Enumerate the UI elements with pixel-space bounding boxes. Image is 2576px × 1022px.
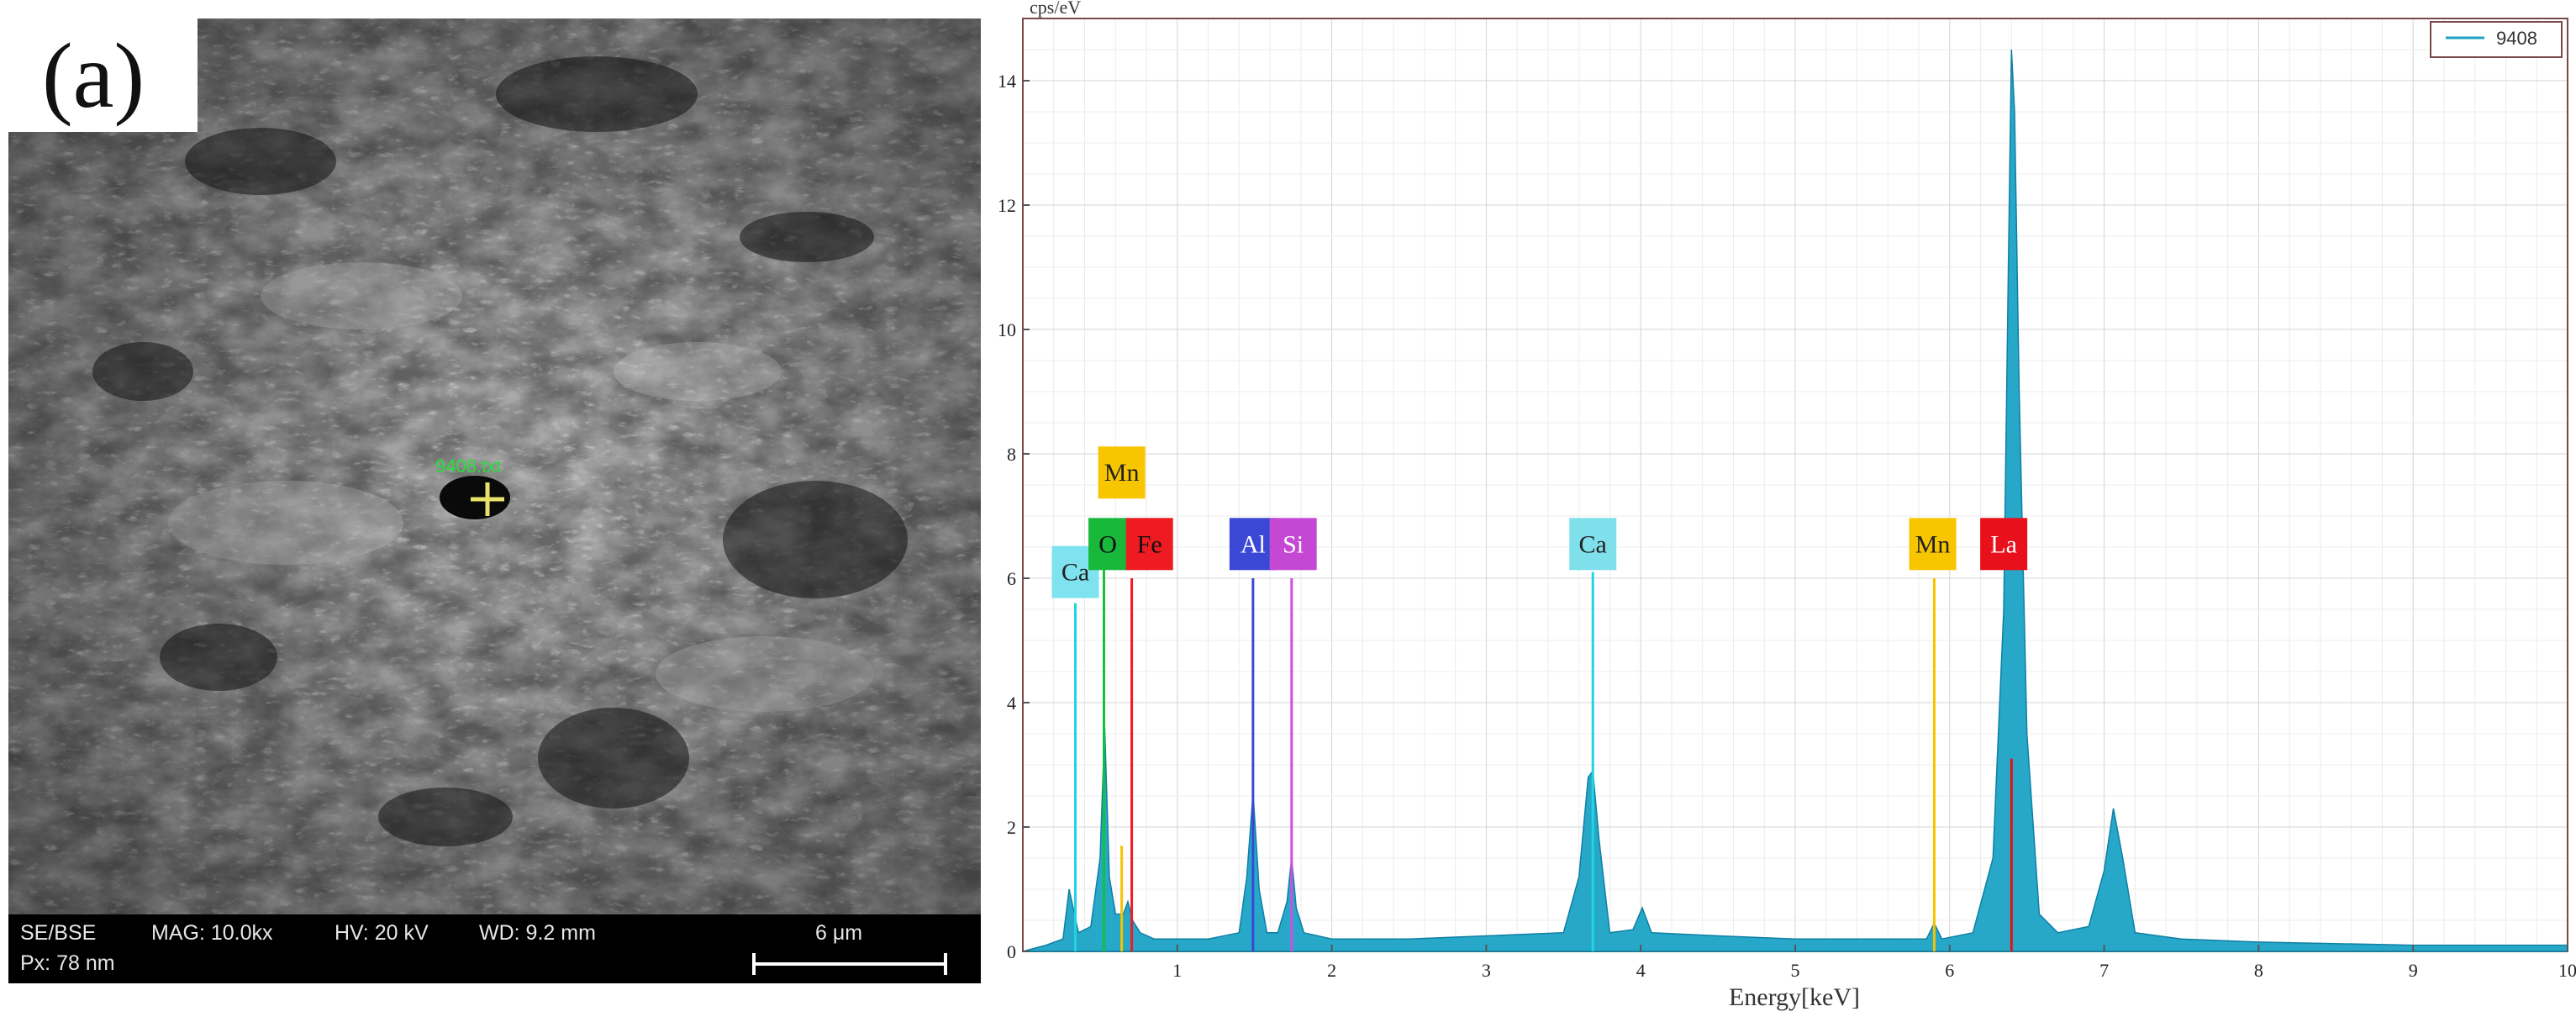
chart-grid xyxy=(1023,18,2568,951)
element-labels: Ca Mn O Fe Al Si Ca Mn La xyxy=(1051,446,2028,598)
scale-bar-line xyxy=(752,962,947,966)
element-label-mn: Mn xyxy=(1909,518,1957,571)
element-label-text: Mn xyxy=(1104,459,1140,487)
y-tick-label: 8 xyxy=(1007,444,1016,465)
x-tick-label: 2 xyxy=(1327,960,1336,981)
x-tick-label: 5 xyxy=(1791,960,1800,981)
scale-bar-right-tick xyxy=(944,953,947,975)
x-tick-label: 4 xyxy=(1636,960,1646,981)
element-label-box xyxy=(1269,518,1317,571)
y-tick-label: 14 xyxy=(998,71,1016,92)
element-label-box xyxy=(1229,518,1277,571)
y-tick-label: 0 xyxy=(1007,941,1016,962)
element-label-text: Ca xyxy=(1061,559,1089,587)
y-tick-label: 2 xyxy=(1007,817,1016,838)
y-tick-label: 12 xyxy=(998,195,1016,216)
sem-info-high-voltage: HV: 20 kV xyxy=(335,921,429,945)
sem-info-magnification: MAG: 10.0kx xyxy=(151,921,273,945)
element-label-ca: Ca xyxy=(1569,518,1617,571)
legend-box xyxy=(2430,21,2563,58)
sem-info-pixel-size: Px: 78 nm xyxy=(20,951,115,975)
analysis-point-label: 9408.txt xyxy=(435,456,502,477)
element-label-box xyxy=(1088,518,1128,571)
x-tick-label: 7 xyxy=(2099,960,2109,981)
element-label-mn: Mn xyxy=(1098,446,1146,499)
y-tick-label: 6 xyxy=(1007,568,1016,589)
x-tick-label: 1 xyxy=(1172,960,1182,981)
element-label-box xyxy=(1909,518,1957,571)
sem-info-bar: SE/BSE MAG: 10.0kx HV: 20 kV WD: 9.2 mm … xyxy=(8,914,981,983)
y-axis-label: cps/eV xyxy=(1030,0,1081,18)
element-label-box xyxy=(1980,518,2028,571)
element-label-box xyxy=(1098,446,1146,499)
sem-fracture-image xyxy=(8,18,981,914)
x-tick-label: 10 xyxy=(2558,960,2576,981)
x-tick-label: 6 xyxy=(1945,960,1954,981)
element-label-text: La xyxy=(1990,530,2017,558)
scale-bar-left-tick xyxy=(752,953,756,975)
legend: 9408 xyxy=(2430,21,2563,58)
element-label-text: Fe xyxy=(1137,530,1162,558)
element-label-al: Al xyxy=(1229,518,1277,571)
element-label-o: O xyxy=(1088,518,1128,571)
panel-label: (a) xyxy=(42,24,145,127)
x-tick-label: 3 xyxy=(1482,960,1491,981)
y-tick-label: 10 xyxy=(998,319,1016,340)
x-tick-label: 9 xyxy=(2409,960,2418,981)
element-label-text: Ca xyxy=(1579,530,1607,558)
analysis-crosshair-icon xyxy=(471,482,504,516)
element-label-text: O xyxy=(1098,530,1117,558)
element-label-box xyxy=(1569,518,1617,571)
element-label-text: Si xyxy=(1283,530,1304,558)
scale-bar-label: 6 μm xyxy=(815,921,863,945)
panel-label-box: (a) xyxy=(8,18,198,132)
x-axis-label: Energy[keV] xyxy=(1729,983,1860,1011)
sem-info-working-distance: WD: 9.2 mm xyxy=(479,921,596,945)
element-label-si: Si xyxy=(1269,518,1317,571)
x-tick-label: 8 xyxy=(2254,960,2263,981)
element-label-fe: Fe xyxy=(1125,518,1173,571)
element-label-text: Al xyxy=(1241,530,1266,558)
sem-info-mode: SE/BSE xyxy=(20,921,97,945)
element-label-text: Mn xyxy=(1915,530,1951,558)
element-marker-lines xyxy=(1073,566,2013,951)
spectrum-area-series xyxy=(1022,49,2568,952)
y-tick-label: 4 xyxy=(1007,693,1016,714)
legend-entry-9408: 9408 xyxy=(2496,28,2537,49)
element-label-la: La xyxy=(1980,518,2028,571)
sem-micrograph-panel: 9408.txt (a) SE/BSE MAG: 10.0kx HV: 20 k… xyxy=(8,18,981,983)
element-label-box xyxy=(1125,518,1173,571)
